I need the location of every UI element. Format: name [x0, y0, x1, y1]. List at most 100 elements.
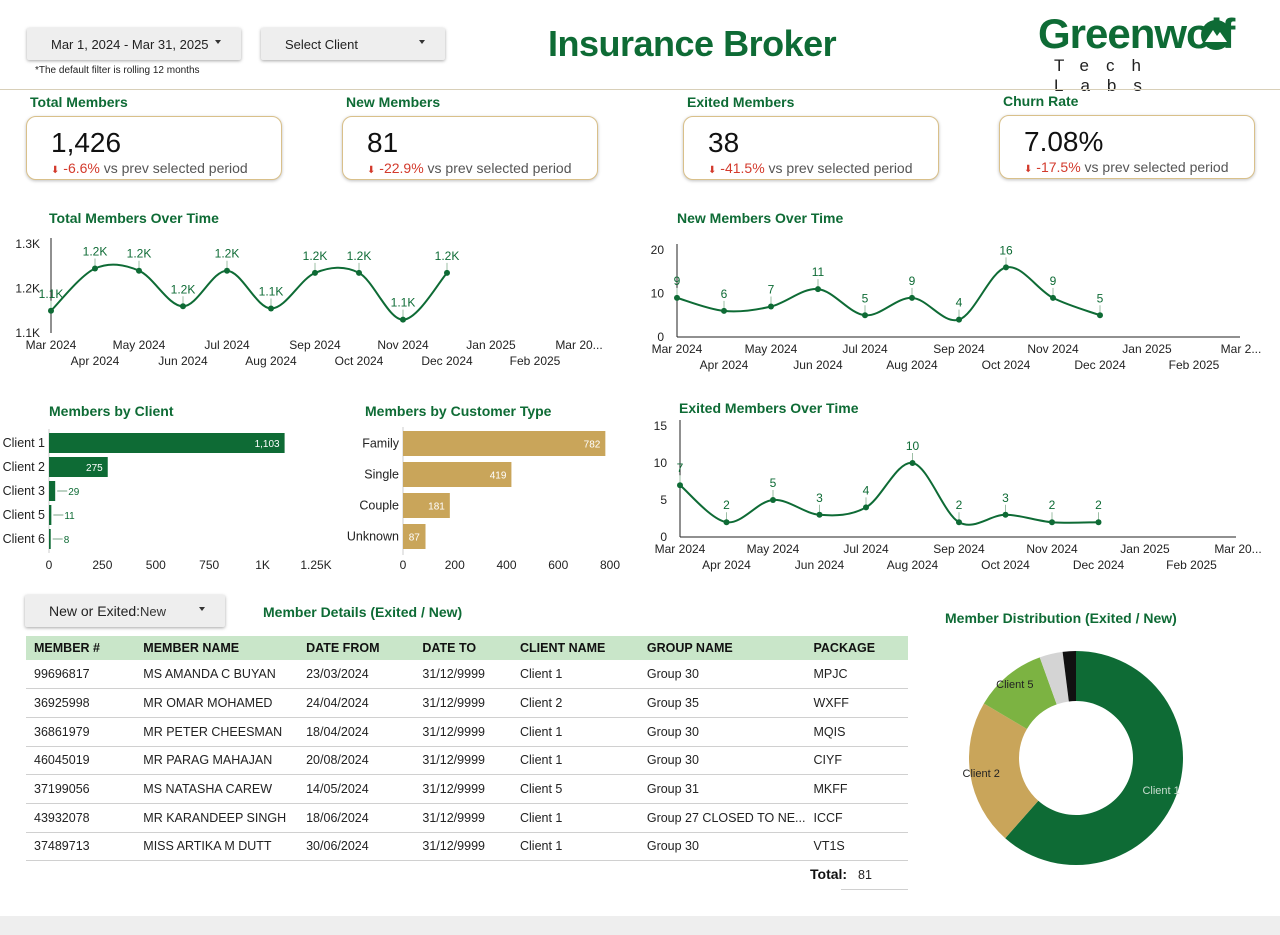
column-header[interactable]: GROUP NAME: [638, 636, 806, 660]
y-tick-label: 10: [651, 287, 665, 301]
data-point: [1002, 511, 1009, 518]
members-by-client-bar-chart: Client 1 1,103 Client 2 275 Client 3 29 Client…: [3, 429, 332, 572]
data-label: 7: [677, 461, 684, 475]
x-tick-label: Nov 2024: [377, 338, 429, 352]
column-header[interactable]: MEMBER NAME: [135, 636, 299, 660]
table-cell: 31/12/9999: [414, 660, 512, 690]
data-point: [400, 316, 406, 323]
kpi-label-total: Total Members: [30, 94, 128, 110]
column-header[interactable]: DATE TO: [414, 636, 512, 660]
table-cell: Client 1: [511, 660, 639, 690]
x-tick-label: Apr 2024: [71, 354, 120, 368]
x-tick-label: Sep 2024: [933, 542, 985, 556]
data-label: 2: [956, 498, 963, 512]
table-cell: 37199056: [26, 774, 136, 804]
new-or-exited-filter[interactable]: New or Exited: New: [25, 595, 225, 627]
data-label: 9: [674, 274, 681, 288]
table-cell: Group 27 CLOSED TO NE...: [638, 803, 806, 833]
filter-note: *The default filter is rolling 12 months: [35, 65, 200, 76]
table-cell: 31/12/9999: [414, 774, 512, 804]
data-label: 6: [721, 287, 728, 301]
x-tick-label: Feb 2025: [1166, 558, 1217, 572]
kpi-change-value: -41.5%: [720, 160, 765, 176]
table-cell: 46045019: [26, 746, 136, 776]
table-header-row: MEMBER # MEMBER NAME DATE FROM DATE TO C…: [26, 636, 908, 660]
date-range-filter[interactable]: Mar 1, 2024 - Mar 31, 2025: [27, 28, 241, 60]
y-tick-label: 1.2K: [15, 282, 40, 296]
header-divider: [0, 89, 1280, 90]
data-label: 2: [723, 498, 730, 512]
column-header[interactable]: MEMBER #: [26, 636, 136, 660]
table-row[interactable]: 37199056 MS NATASHA CAREW 14/05/2024 31/12/…: [26, 774, 908, 804]
table-cell: Group 30: [638, 832, 806, 862]
data-point: [768, 303, 774, 310]
filter-separator: :: [136, 603, 141, 619]
table-cell: 36861979: [26, 717, 136, 747]
table-row[interactable]: 43932078 MR KARANDEEP SINGH 18/06/2024 31/1…: [26, 803, 908, 833]
data-label: 275: [86, 463, 103, 474]
x-tick-label: Apr 2024: [702, 558, 751, 572]
logo-sub-text: Tech Labs: [1054, 56, 1159, 95]
chart-title-new-members: New Members Over Time: [677, 210, 844, 226]
data-point: [816, 511, 823, 518]
chart-title-member-distribution: Member Distribution (Exited / New): [945, 610, 1177, 626]
table-cell: VT1S: [805, 832, 908, 862]
page-title: Insurance Broker: [548, 23, 837, 64]
table-cell: MR PETER CHEESMAN: [135, 717, 299, 747]
series-line: [676, 266, 1101, 322]
data-label: 10: [906, 439, 920, 453]
arrow-down-icon: ⬇: [708, 165, 717, 176]
series-line: [50, 263, 448, 321]
data-point: [1049, 519, 1055, 526]
kpi-change-suffix: vs prev selected period: [103, 160, 248, 176]
table-row[interactable]: 36925998 MR OMAR MOHAMED 24/04/2024 31/12/9…: [26, 688, 908, 718]
table-row[interactable]: 99696817 MS AMANDA C BUYAN 23/03/2024 31/12…: [26, 660, 908, 690]
y-tick-label: 0: [657, 330, 664, 344]
x-tick-label: 1K: [255, 558, 270, 572]
data-point: [268, 305, 274, 312]
data-label: 11: [812, 265, 825, 279]
x-tick-label: 800: [600, 558, 620, 572]
y-tick-label: 5: [660, 493, 667, 507]
table-cell: Client 2: [511, 688, 639, 718]
table-cell: Group 30: [638, 717, 806, 747]
data-label: 9: [1050, 274, 1057, 288]
table-cell: MQIS: [805, 717, 908, 747]
y-tick-label: 1.1K: [15, 326, 40, 340]
data-label: 16: [999, 243, 1013, 257]
x-tick-label: Mar 20...: [1214, 542, 1261, 556]
member-details-table: MEMBER # MEMBER NAME DATE FROM DATE TO C…: [26, 636, 908, 862]
table-row[interactable]: 46045019 MR PARAG MAHAJAN 20/08/2024 31/12/…: [26, 746, 908, 776]
x-tick-label: Jan 2025: [1122, 342, 1172, 356]
kpi-change: ⬇ -41.5% vs prev selected period: [708, 160, 913, 176]
table-row[interactable]: 37489713 MISS ARTIKA M DUTT 30/06/2024 31/1…: [26, 832, 908, 862]
kpi-card-churn: 7.08% ⬇ -17.5% vs prev selected period: [999, 115, 1255, 179]
x-tick-label: Jun 2024: [795, 558, 845, 572]
bar: [49, 505, 52, 525]
table-cell: 99696817: [26, 660, 136, 690]
table-cell: WXFF: [805, 688, 908, 718]
data-point: [444, 269, 450, 276]
column-header[interactable]: CLIENT NAME: [511, 636, 639, 660]
arrow-down-icon: ⬇: [51, 165, 60, 176]
table-cell: CIYF: [805, 746, 908, 776]
chevron-down-icon: [199, 607, 205, 611]
kpi-change-value: -22.9%: [379, 160, 424, 176]
table-total-label: Total:: [810, 866, 848, 882]
kpi-change-suffix: vs prev selected period: [768, 160, 913, 176]
y-tick-label: 0: [660, 530, 667, 544]
table-row[interactable]: 36861979 MR PETER CHEESMAN 18/04/2024 31/12…: [26, 717, 908, 747]
data-label: 1.1K: [391, 296, 416, 310]
client-filter[interactable]: Select Client: [261, 28, 445, 60]
table-cell: MR OMAR MOHAMED: [135, 688, 299, 718]
data-point: [956, 316, 962, 323]
x-tick-label: May 2024: [113, 338, 166, 352]
column-header[interactable]: PACKAGE: [805, 636, 908, 660]
data-label: 181: [428, 502, 445, 513]
data-label: 419: [490, 471, 507, 482]
table-cell: 20/08/2024: [298, 746, 415, 776]
column-header[interactable]: DATE FROM: [298, 636, 415, 660]
data-label: 87: [409, 533, 421, 544]
data-point: [1097, 312, 1103, 319]
kpi-label-churn: Churn Rate: [1003, 93, 1079, 109]
